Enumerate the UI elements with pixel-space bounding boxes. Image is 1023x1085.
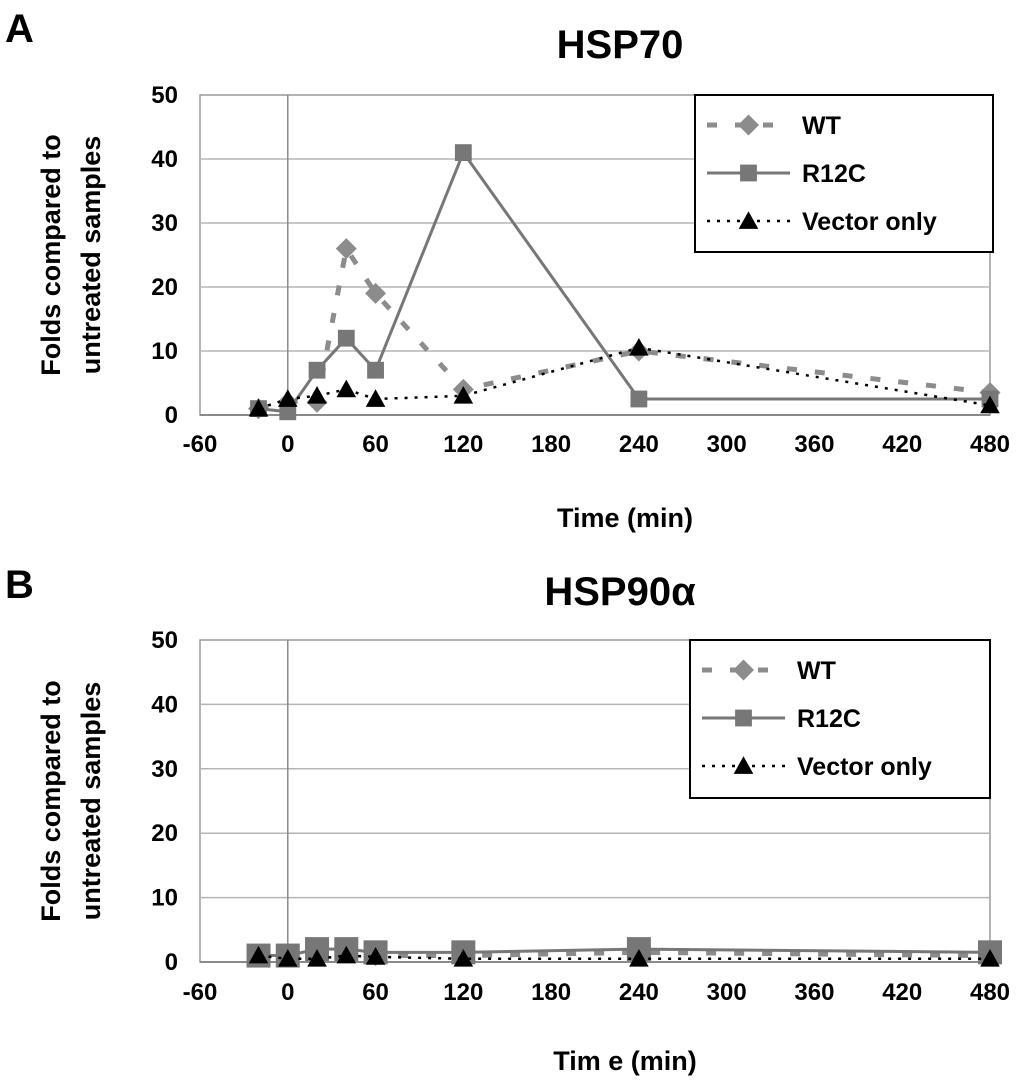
y-tick-label: 40	[151, 146, 178, 173]
x-tick-label: 420	[882, 431, 922, 458]
legend-marker	[738, 114, 759, 136]
data-point	[454, 144, 472, 161]
x-tick-label: 0	[281, 431, 294, 458]
x-tick-label: 120	[443, 431, 483, 458]
x-tick-label: 480	[970, 431, 1010, 458]
series-vector-only	[248, 945, 1000, 967]
x-tick-label: 360	[794, 979, 834, 1006]
x-axis-label: Tim e (min)	[553, 1046, 697, 1076]
x-tick-label: 180	[531, 431, 571, 458]
legend-label: Vector only	[802, 208, 937, 236]
data-point	[336, 379, 357, 398]
legend-marker	[738, 211, 759, 229]
legend-marker	[733, 756, 754, 774]
data-point	[630, 390, 648, 408]
x-tick-label: -60	[183, 431, 218, 458]
chart-title: HSP70	[557, 23, 684, 67]
y-tick-label: 0	[165, 402, 178, 429]
y-tick-label: 20	[151, 274, 178, 301]
x-tick-label: 60	[362, 431, 389, 458]
legend-marker	[735, 709, 752, 727]
x-tick-label: 360	[794, 431, 834, 458]
x-tick-label: 120	[443, 979, 483, 1006]
legend-label: R12C	[802, 160, 866, 188]
y-tick-label: 20	[151, 820, 178, 847]
panel-letter: A	[5, 7, 34, 51]
x-tick-label: 240	[619, 979, 659, 1006]
data-point	[248, 945, 269, 964]
y-tick-label: 10	[151, 885, 178, 912]
x-tick-label: -60	[183, 979, 218, 1006]
data-point	[453, 948, 474, 967]
series-line	[258, 954, 990, 961]
y-tick-label: 30	[151, 756, 178, 783]
legend-label: WT	[802, 112, 841, 140]
data-point	[453, 386, 474, 404]
x-tick-label: 240	[619, 431, 659, 458]
data-point	[367, 361, 384, 379]
y-tick-label: 0	[165, 949, 178, 976]
legend-label: Vector only	[797, 753, 932, 781]
data-point	[307, 386, 327, 404]
x-tick-label: 180	[531, 979, 571, 1006]
data-point	[365, 389, 386, 407]
legend-label: R12C	[797, 705, 861, 733]
chart-title: HSP90α	[544, 570, 696, 614]
data-point	[307, 948, 327, 967]
data-point	[335, 238, 357, 260]
y-axis-label: Folds compared to	[36, 680, 66, 922]
y-axis-label: untreated samples	[76, 136, 106, 375]
x-tick-label: 300	[707, 431, 747, 458]
x-tick-label: 300	[707, 979, 747, 1006]
data-point	[337, 329, 355, 347]
series-vector-only	[248, 338, 1000, 417]
data-point	[980, 395, 1000, 414]
panel-letter: B	[5, 563, 34, 607]
legend-label: WT	[797, 657, 836, 685]
data-point	[308, 361, 326, 379]
data-point	[365, 947, 386, 965]
data-point	[629, 948, 649, 967]
x-axis-label: Time (min)	[557, 503, 693, 533]
legend: WT R12C Vector only	[694, 94, 994, 253]
legend-marker	[733, 659, 754, 681]
y-axis-label: untreated samples	[76, 682, 106, 921]
y-tick-label: 50	[151, 627, 178, 654]
data-point	[279, 403, 297, 421]
data-point	[980, 948, 1000, 967]
data-point	[336, 945, 357, 964]
series-line	[258, 346, 991, 410]
x-tick-label: 0	[281, 979, 294, 1006]
data-point	[629, 338, 649, 356]
y-tick-label: 30	[151, 210, 178, 237]
legend-marker	[740, 164, 757, 182]
data-point	[248, 398, 269, 417]
data-point	[365, 282, 387, 304]
legend: WT R12C Vector only	[689, 639, 991, 799]
y-tick-label: 40	[151, 691, 178, 718]
y-tick-label: 50	[151, 82, 178, 109]
data-point	[277, 389, 298, 407]
x-tick-label: 60	[362, 979, 389, 1006]
x-tick-label: 420	[882, 979, 922, 1006]
data-point	[277, 948, 298, 967]
y-tick-label: 10	[151, 338, 178, 365]
y-axis-label: Folds compared to	[36, 134, 66, 376]
x-tick-label: 480	[970, 979, 1010, 1006]
